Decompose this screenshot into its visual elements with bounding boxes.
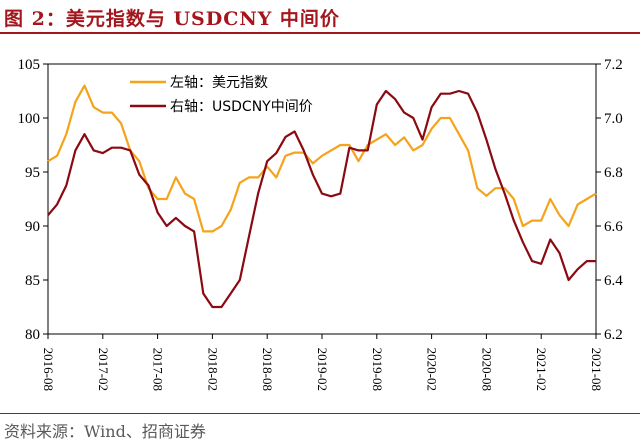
left-axis-tick-label: 80 <box>25 327 40 343</box>
x-axis-tick-label: 2019-08 <box>370 348 385 391</box>
chart-svg: 80 85 90 95 100 105 6.2 6.4 6.6 6.8 7.0 7.2 2016-0… <box>18 57 624 391</box>
right-axis-tick-label: 6.2 <box>604 327 623 343</box>
x-axis-tick-label: 2019-02 <box>315 348 330 391</box>
title-rule <box>0 32 640 34</box>
series-lines <box>47 84 597 309</box>
x-axis-tick-label: 2017-02 <box>96 348 111 391</box>
x-axis-tick-label: 2020-08 <box>479 348 494 391</box>
figure-title: 图 2：美元指数与 USDCNY 中间价 <box>4 8 340 30</box>
right-axis-tick-label: 7.0 <box>604 111 623 127</box>
x-axis-tick-label: 2016-08 <box>41 348 56 391</box>
usdcny-series-line <box>47 89 596 309</box>
x-axis-tick-label: 2018-02 <box>205 348 220 391</box>
legend-label: 左轴：美元指数 <box>170 75 268 91</box>
x-axis-tick-label: 2021-08 <box>589 348 604 391</box>
left-axis-ticks: 80 85 90 95 100 105 <box>18 57 48 343</box>
legend-label: 右轴：USDCNY中间价 <box>170 99 313 115</box>
x-axis-ticks: 2016-08 2017-02 2017-08 2018-02 2018-08 2019-… <box>41 334 604 391</box>
left-axis-tick-label: 85 <box>25 273 40 289</box>
right-axis-ticks: 6.2 6.4 6.6 6.8 7.0 7.2 <box>596 57 623 343</box>
footer-rule <box>0 413 640 414</box>
dxy-series-line <box>47 84 597 233</box>
right-axis-tick-label: 6.4 <box>604 273 623 289</box>
right-axis-tick-label: 7.2 <box>604 57 623 73</box>
right-axis-tick-label: 6.8 <box>604 165 623 181</box>
left-axis-tick-label: 105 <box>18 57 41 73</box>
x-axis-tick-label: 2021-02 <box>534 348 549 391</box>
x-axis-tick-label: 2018-08 <box>260 348 275 391</box>
left-axis-tick-label: 95 <box>25 165 40 181</box>
x-axis-tick-label: 2020-02 <box>425 348 440 391</box>
x-axis-tick-label: 2017-08 <box>151 348 166 391</box>
right-axis-tick-label: 6.6 <box>604 219 623 235</box>
left-axis-tick-label: 90 <box>25 219 40 235</box>
left-axis-tick-label: 100 <box>18 111 41 127</box>
source-note: 资料来源：Wind、招商证券 <box>4 422 206 441</box>
